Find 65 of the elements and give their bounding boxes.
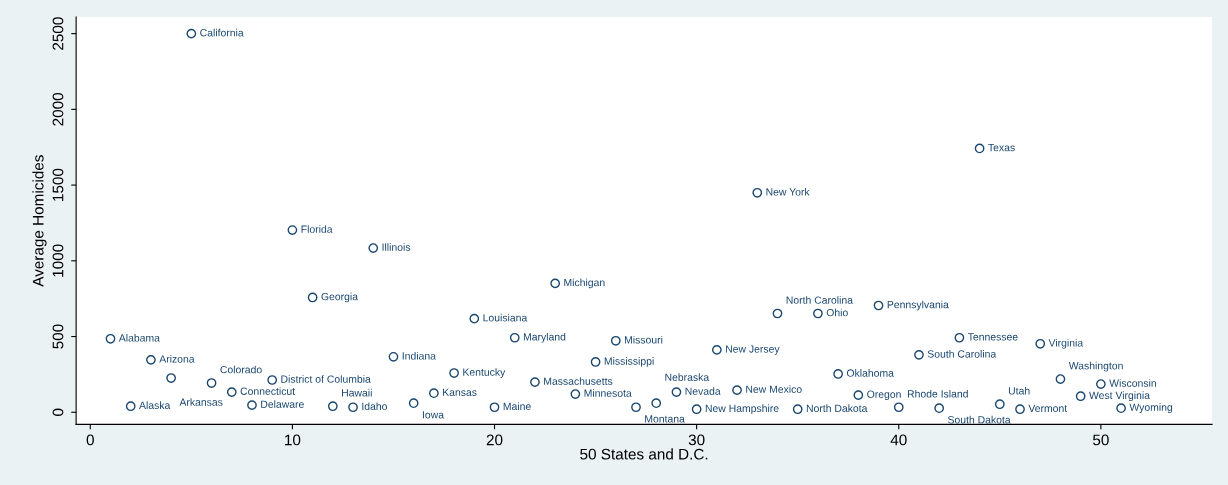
annotation: Ohio bbox=[826, 308, 848, 317]
annotation: Arkansas bbox=[179, 398, 223, 406]
annotation: Nebraska bbox=[665, 373, 710, 381]
x-tick-label: 40 bbox=[890, 434, 907, 446]
annotation: Rhode Island bbox=[907, 389, 968, 398]
annotation: Kansas bbox=[443, 388, 477, 396]
annotation: New Jersey bbox=[726, 345, 780, 355]
annotation: Montana bbox=[645, 415, 685, 423]
annotation: Alabama bbox=[118, 333, 160, 342]
y-tick-label: 0 bbox=[52, 408, 64, 416]
annotation: North Carolina bbox=[786, 296, 853, 304]
y-axis-title: Average Homicides bbox=[32, 155, 47, 287]
annotation: North Dakota bbox=[806, 404, 868, 413]
annotation: Wyoming bbox=[1129, 403, 1173, 414]
annotation: Iowa bbox=[422, 411, 445, 419]
annotation: Washington bbox=[1068, 361, 1123, 372]
y-tick-label: 2500 bbox=[52, 17, 64, 50]
annotation: Connecticut bbox=[240, 387, 296, 395]
annotation: Nevada bbox=[685, 387, 721, 395]
annotation: Tennessee bbox=[967, 333, 1018, 341]
annotation: Pennsylvania bbox=[887, 300, 949, 311]
annotation: Idaho bbox=[362, 402, 387, 411]
annotation: Indiana bbox=[402, 351, 436, 360]
y-tick-label: 1000 bbox=[52, 244, 64, 277]
annotation: New Hampshire bbox=[705, 404, 779, 415]
annotation: Kentucky bbox=[463, 368, 506, 378]
annotation: Alaska bbox=[139, 401, 171, 409]
annotation: District of Columbia bbox=[281, 375, 371, 383]
x-tick-label: 10 bbox=[285, 434, 301, 446]
x-tick-label: 20 bbox=[486, 434, 503, 446]
annotation: Massachusetts bbox=[544, 377, 613, 385]
annotation: Arizona bbox=[159, 355, 195, 363]
annotation: Hawaii bbox=[342, 388, 372, 397]
annotation: Vermont bbox=[1028, 404, 1068, 413]
annotation: Florida bbox=[301, 225, 333, 233]
annotation: West Virginia bbox=[1089, 391, 1150, 402]
annotation: California bbox=[200, 28, 244, 37]
annotation: Mississippi bbox=[604, 357, 654, 367]
x-tick-label: 50 bbox=[1092, 434, 1109, 446]
y-tick-label: 1500 bbox=[52, 168, 64, 201]
annotation: Illinois bbox=[382, 243, 411, 251]
annotation: Virginia bbox=[1048, 338, 1084, 349]
x-tick-label: 30 bbox=[688, 434, 705, 446]
annotation: Oregon bbox=[867, 390, 901, 400]
annotation: Maine bbox=[503, 402, 531, 411]
annotation: Colorado bbox=[220, 365, 262, 374]
y-tick-label: 500 bbox=[52, 324, 64, 349]
y-tick-label: 2000 bbox=[52, 92, 64, 126]
annotation: Louisiana bbox=[483, 313, 528, 322]
annotation: Missouri bbox=[624, 335, 663, 344]
annotation: South Dakota bbox=[947, 415, 1011, 424]
annotation: New York bbox=[766, 187, 810, 196]
annotation: Georgia bbox=[321, 292, 358, 303]
x-axis-title: 50 States and D.C. bbox=[580, 448, 708, 460]
annotation: Utah bbox=[1008, 386, 1030, 395]
annotation: Maryland bbox=[523, 332, 566, 343]
annotation: Oklahoma bbox=[846, 369, 894, 377]
annotation: Minnesota bbox=[584, 389, 632, 397]
x-tick-label: 0 bbox=[86, 434, 94, 446]
annotation: Texas bbox=[988, 143, 1015, 152]
annotation: Michigan bbox=[564, 278, 605, 289]
annotation: South Carolina bbox=[927, 350, 997, 358]
annotation: New Mexico bbox=[746, 385, 802, 393]
annotation: Delaware bbox=[261, 400, 304, 408]
annotation: Wisconsin bbox=[1109, 379, 1156, 387]
